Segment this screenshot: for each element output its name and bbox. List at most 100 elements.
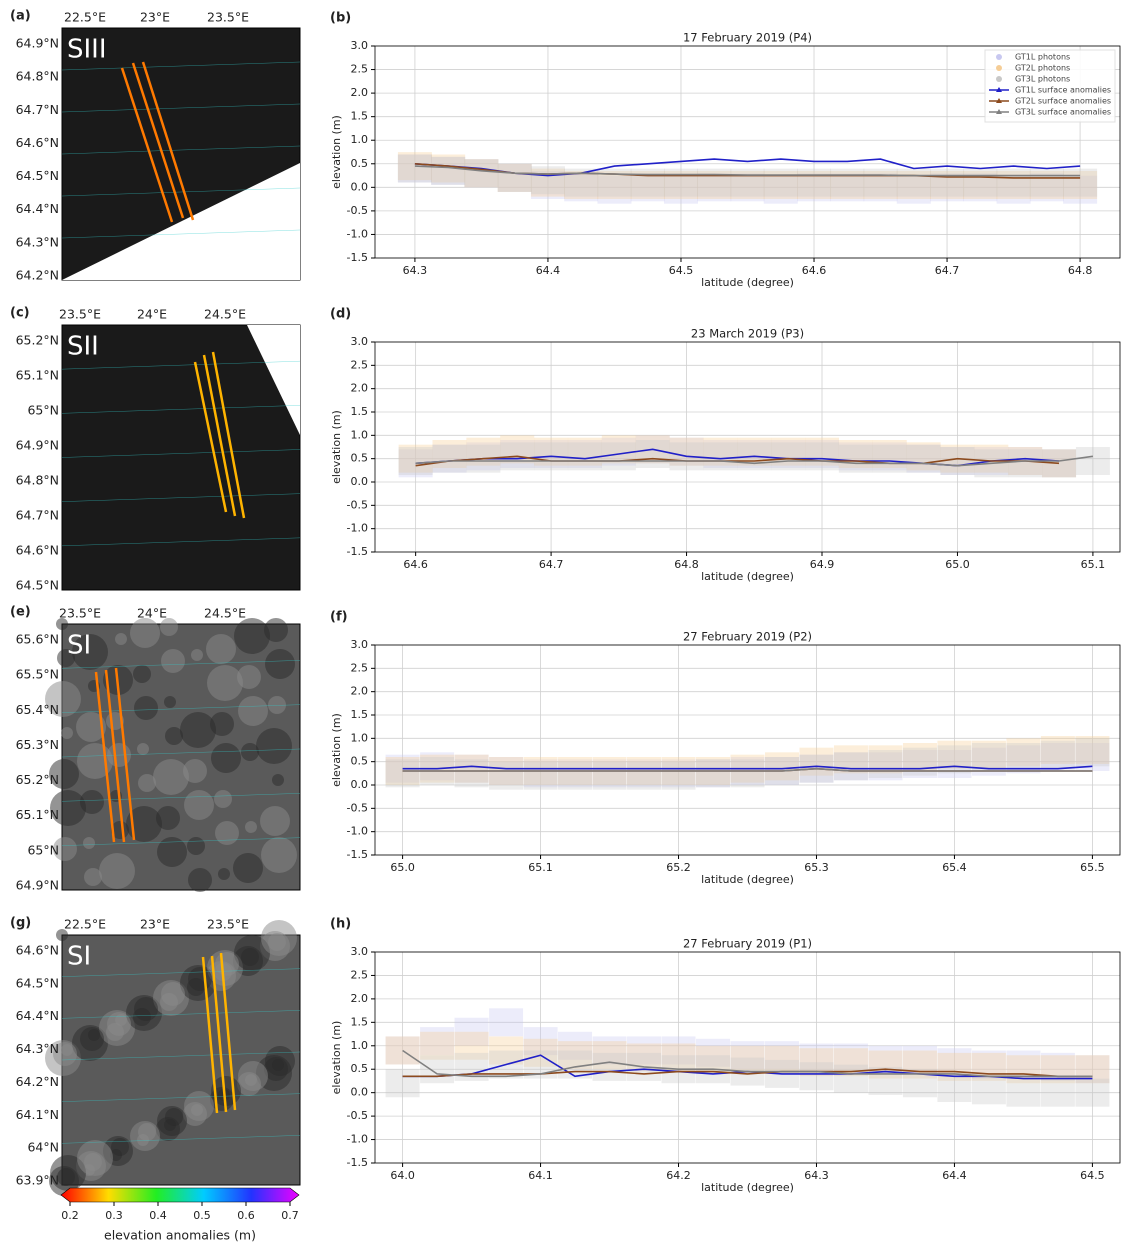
photon-cloud [696,759,731,788]
photon-cloud [730,173,765,202]
lat-tick-label: 65°N [27,403,59,418]
surface-anomaly-line [415,455,1060,467]
ice-texture [157,837,187,867]
y-tick-label: -1.5 [347,848,368,861]
photon-cloud [863,173,898,202]
panel-label: (c) [10,306,30,321]
photon-cloud [1040,743,1075,771]
ice-texture [260,806,290,836]
y-tick-label: 1.0 [351,428,369,441]
ice-texture [134,696,158,720]
ice-texture [206,634,236,664]
map-grid [61,793,301,802]
photon-cloud [833,1064,868,1093]
x-tick-label: 64.8 [1068,264,1093,277]
track [211,351,246,519]
photon-cloud [385,1036,420,1065]
track [120,67,174,223]
map-grid [61,61,301,71]
photon-cloud [464,159,499,188]
photon-cloud [454,1017,489,1046]
photon-cloud [764,1041,799,1070]
x-tick-label: 64.1 [528,1169,553,1182]
photon-cloud [601,435,636,464]
photon-cloud [1006,738,1041,767]
ice-texture [50,790,86,826]
photon-cloud [420,1055,455,1084]
map-grid [61,1010,301,1019]
x-tick-label: 64.5 [669,264,694,277]
photon-cloud [420,752,455,781]
colorbar-tick-label: 0.3 [105,1209,123,1222]
photon-cloud [420,1027,455,1056]
track [219,952,237,1111]
photon-cloud [830,168,865,197]
plot-frame [374,951,1121,1164]
ice-texture [99,853,135,889]
ice-texture [234,935,270,971]
ice-texture [161,649,185,673]
photon-cloud [489,1008,524,1037]
ice-texture [133,665,151,683]
photon-cloud [592,761,627,790]
legend-label: GT2L surface anomalies [1015,97,1111,106]
y-tick-label: 0.0 [351,778,369,791]
lon-tick-label: 23.5°E [207,917,249,932]
lat-tick-label: 63.9°N [16,1173,59,1188]
photon-cloud [420,1031,455,1060]
photon-cloud [1008,449,1043,478]
photon-cloud [771,442,806,471]
track [141,61,195,221]
x-tick-label: 65.3 [804,861,829,874]
photon-cloud [1075,447,1110,475]
ice-texture [111,821,129,839]
photon-cloud [799,1062,834,1091]
lat-tick-label: 65.5°N [16,667,59,682]
lon-tick-label: 24°E [137,307,167,322]
y-tick-label: 3.0 [351,638,369,651]
photon-cloud [431,156,466,185]
plot-frame [374,341,1121,553]
ice-texture [138,1123,156,1141]
y-axis-label: elevation (m) [330,410,343,484]
photon-cloud [971,1076,1006,1105]
ice-texture [84,868,102,886]
photon-cloud [431,156,466,185]
photon-cloud [797,168,832,197]
y-tick-label: 1.5 [351,1015,369,1028]
x-tick-label: 64.3 [804,1169,829,1182]
ice-texture [234,618,270,654]
colorbar-tick-label: 0.7 [281,1209,299,1222]
surface-anomaly-line [415,455,1094,467]
x-tick-label: 64.0 [390,1169,415,1182]
ice-texture [188,967,212,991]
ice-texture [265,649,295,679]
photon-cloud [1006,1078,1041,1107]
x-tick-label: 64.7 [935,264,960,277]
photon-cloud [996,168,1031,197]
ice-texture [138,774,156,792]
photon-cloud [1075,1078,1110,1107]
photon-cloud [398,447,433,475]
photon-cloud [763,168,798,197]
lat-tick-label: 64.9°N [16,878,59,893]
x-tick-label: 64.7 [539,558,564,571]
photon-cloud [592,1036,627,1065]
photon-cloud [397,154,432,183]
map-grid [61,229,301,239]
y-tick-label: 0.5 [351,1062,369,1075]
lat-tick-label: 64.6°N [16,943,59,958]
track [94,671,116,843]
plot-area [375,645,1120,855]
photon-cloud [902,743,937,771]
lat-tick-label: 64.6°N [16,543,59,558]
photon-cloud [592,1052,627,1081]
lon-tick-label: 23°E [140,917,170,932]
photon-cloud [730,759,765,788]
photon-cloud [432,444,467,473]
ice-texture [191,649,203,661]
photon-cloud [703,442,738,471]
y-tick-label: 2.0 [351,992,369,1005]
x-tick-label: 65.1 [528,861,553,874]
ice-texture [187,837,205,855]
